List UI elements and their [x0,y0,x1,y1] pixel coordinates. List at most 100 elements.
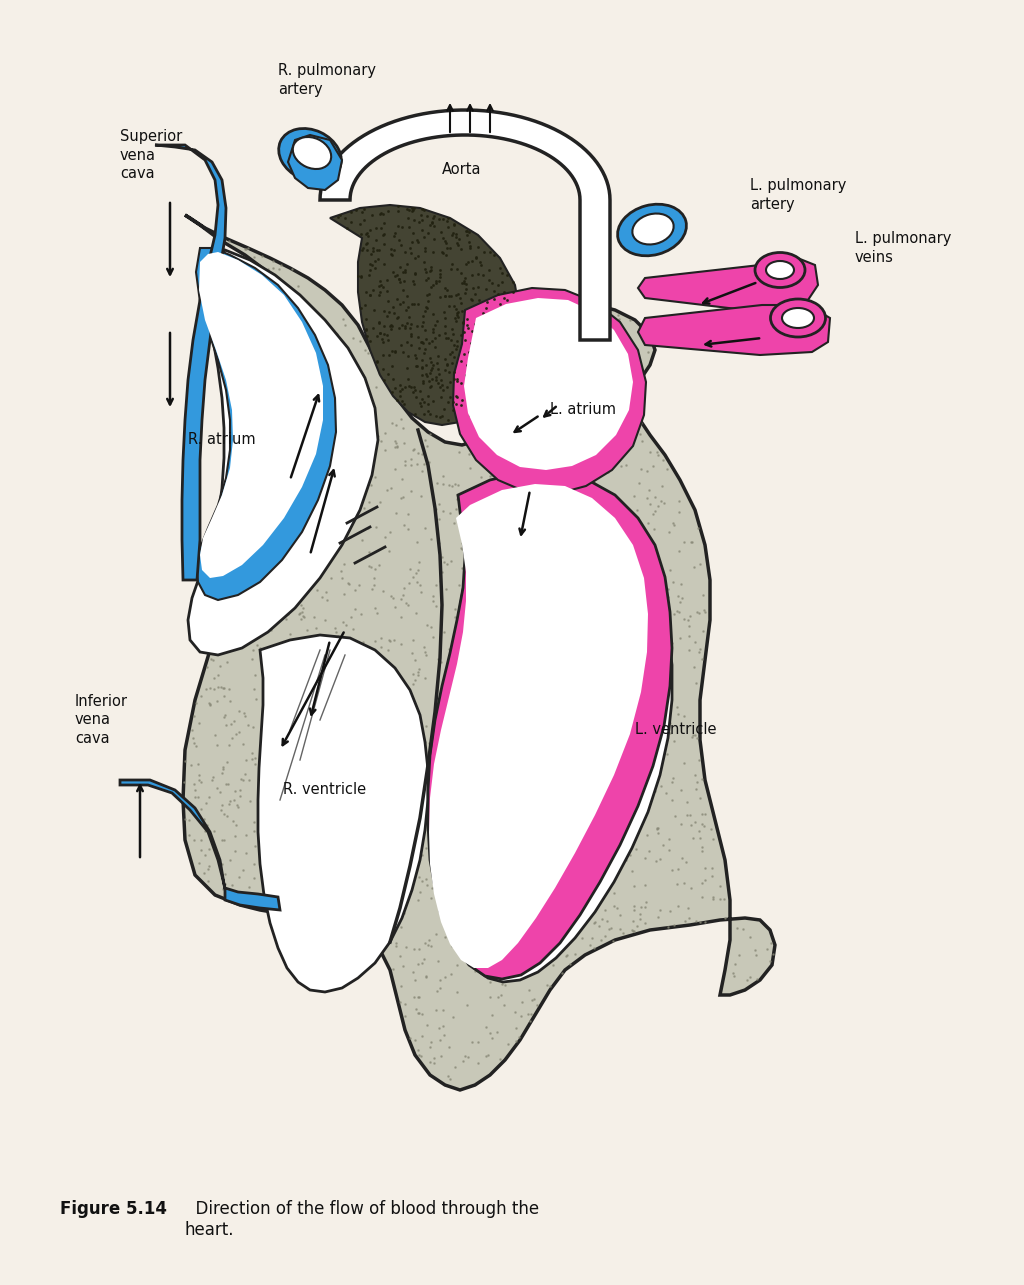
Point [478,1045,495,1065]
Point [536,582,552,603]
Point [489,328,506,348]
Point [345,328,361,348]
Point [671,601,687,622]
Point [380,364,396,384]
Point [419,436,435,456]
Point [447,224,464,244]
Point [598,762,614,783]
Point [571,482,588,502]
Point [402,324,419,344]
Point [420,401,436,421]
Point [618,556,635,577]
Point [622,515,638,536]
Point [617,603,634,623]
Point [213,763,229,784]
Point [345,618,361,639]
Point [506,916,522,937]
Point [550,758,566,779]
Point [552,763,568,784]
Point [407,939,423,960]
Point [353,202,370,222]
Point [524,576,541,596]
Point [434,789,451,810]
Point [418,645,434,666]
Point [222,691,239,712]
Point [591,700,607,721]
Point [385,959,401,979]
Point [458,365,474,385]
Point [437,308,454,329]
Point [402,860,419,880]
Point [369,352,385,373]
Point [490,826,507,847]
Point [232,780,249,801]
Point [274,432,291,452]
Point [353,266,370,287]
Point [336,583,352,604]
Point [314,658,331,678]
Point [318,797,335,817]
Point [416,200,432,221]
Point [652,645,669,666]
Point [368,251,384,271]
Point [462,405,478,425]
Point [549,343,565,364]
Point [301,896,317,916]
Point [622,341,638,361]
Point [598,880,614,901]
Point [540,871,556,892]
Point [650,445,667,465]
Point [329,634,345,654]
Polygon shape [330,206,520,425]
Point [540,784,556,804]
Point [431,509,447,529]
Point [440,853,457,874]
Point [482,869,499,889]
Point [603,723,620,744]
Point [359,343,376,364]
Point [413,396,429,416]
Point [238,763,254,784]
Point [507,573,523,594]
Point [341,813,357,834]
Point [520,788,537,808]
Point [372,271,388,292]
Point [497,621,513,641]
Point [503,919,519,939]
Point [492,351,508,371]
Point [265,607,282,627]
Point [523,497,540,518]
Point [291,894,307,915]
Point [333,560,349,581]
Point [400,375,417,396]
Point [693,837,710,857]
Point [289,686,305,707]
Point [595,412,611,433]
Point [464,290,480,311]
Point [383,244,399,265]
Point [389,289,406,310]
Point [226,780,243,801]
Point [587,531,603,551]
Point [440,361,457,382]
Point [214,625,230,645]
Point [512,405,528,425]
Point [457,267,473,288]
Point [539,725,555,745]
Point [238,595,254,616]
Point [408,1031,424,1051]
Point [354,240,371,261]
Point [459,315,475,335]
Point [655,450,672,470]
Point [339,421,355,442]
Point [217,705,233,726]
Point [506,305,522,325]
Point [579,899,595,920]
Point [418,869,434,889]
Point [396,1006,413,1027]
Point [593,302,609,323]
Point [586,472,602,492]
Point [586,456,602,477]
Point [249,635,265,655]
Point [611,919,628,939]
